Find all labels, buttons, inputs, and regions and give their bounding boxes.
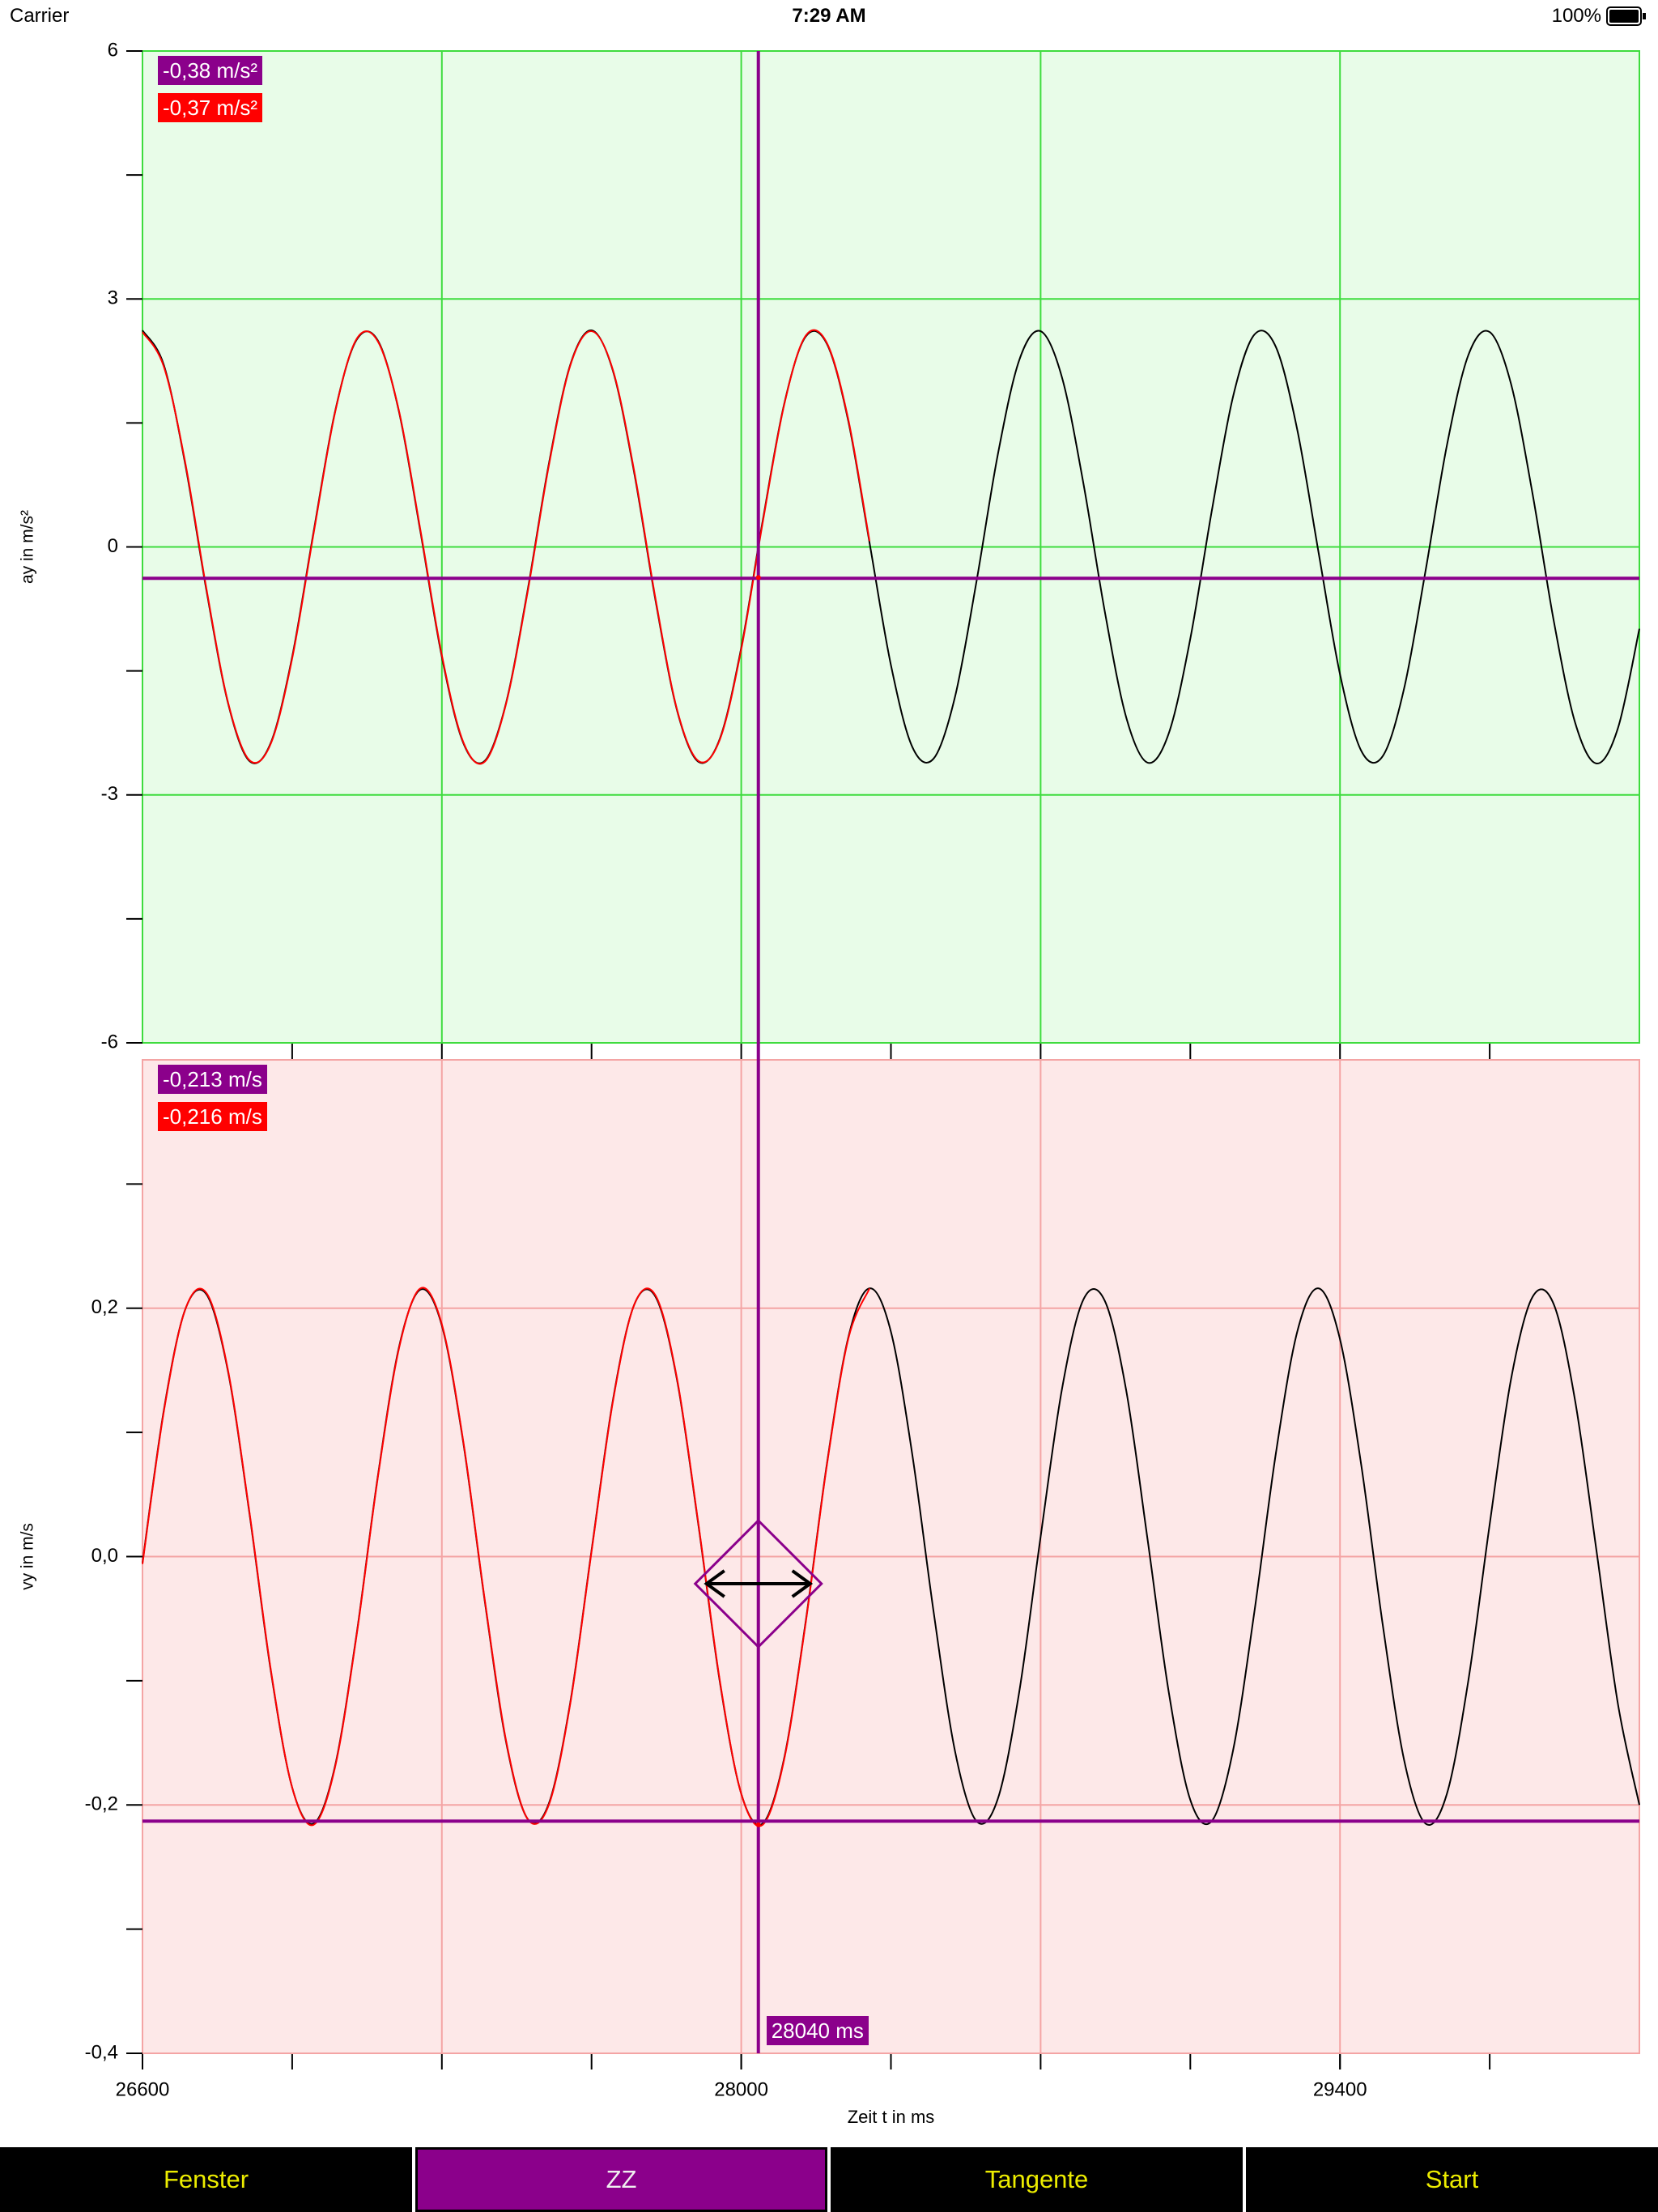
toolbar-button[interactable]: ZZ: [415, 2147, 827, 2212]
y-axis-label: vy in m/s: [19, 1523, 37, 1590]
time-cursor-label: 28040 ms: [766, 2016, 869, 2045]
y-tick-label: -0,2: [85, 1793, 118, 1815]
y-tick-label: -6: [101, 1031, 118, 1053]
chart: -6 -3 0 3 6 ay in m/s² 26600 28000 29400 -0,4 -0,2…: [19, 39, 1640, 2127]
data-line: [142, 329, 871, 765]
toolbar: Fenster ZZ Tangente Start: [0, 2147, 1658, 2212]
drag-arrow: [704, 1569, 814, 1598]
y-tick-label: 0: [108, 535, 118, 557]
toolbar-button[interactable]: Tangente: [831, 2147, 1243, 2212]
y-tick-label: 3: [108, 287, 118, 309]
x-tick-label: 29400: [1313, 2078, 1367, 2100]
fit-value-label: -0,216 m/s: [158, 1102, 267, 1131]
y-tick-label: 0,0: [91, 1545, 118, 1567]
data-line: [142, 1287, 871, 1827]
fit-value-label: -0,37 m/s²: [158, 93, 263, 122]
y-tick-label: -3: [101, 783, 118, 805]
battery-level: 100%: [1551, 5, 1601, 27]
battery-icon: [1606, 6, 1646, 26]
cursor-value-label: -0,213 m/s: [158, 1065, 267, 1094]
toolbar-button[interactable]: Fenster: [0, 2147, 412, 2212]
y-tick-label: 6: [108, 39, 118, 61]
clock: 7:29 AM: [792, 5, 866, 27]
cursor-value-label: -0,38 m/s²: [158, 56, 263, 85]
fit-point: [755, 575, 761, 581]
x-tick-label: 28000: [714, 2078, 768, 2100]
x-axis-label: Zeit t in ms: [848, 2107, 935, 2127]
y-tick-label: -0,4: [85, 2041, 118, 2063]
carrier: Carrier: [10, 5, 70, 27]
y-axis-label: ay in m/s²: [19, 510, 37, 584]
x-tick-label: 26600: [116, 2078, 170, 2100]
toolbar-button[interactable]: Start: [1246, 2147, 1658, 2212]
drag-handle: [693, 1518, 823, 1649]
status-bar: Carrier 7:29 AM 100%: [0, 0, 1658, 32]
fit-point: [755, 1822, 761, 1827]
y-tick-label: 0,2: [91, 1296, 118, 1318]
